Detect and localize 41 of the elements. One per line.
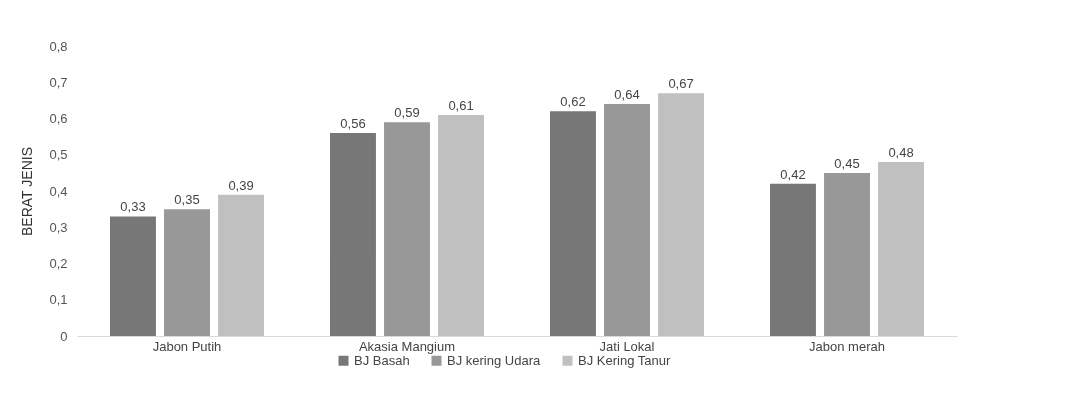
- y-tick-label: 0,3: [49, 219, 68, 235]
- data-label: 0,33: [120, 199, 146, 215]
- y-tick-label: 0,1: [49, 292, 68, 308]
- bar: [550, 111, 596, 336]
- x-tick-label: Jabon Putih: [152, 338, 222, 354]
- data-label: 0,56: [340, 116, 366, 131]
- data-label: 0,61: [448, 97, 474, 113]
- x-tick-label: Jati Lokal: [599, 338, 655, 354]
- y-axis-title: BERAT JENIS: [19, 147, 36, 236]
- data-label: 0,42: [780, 166, 806, 182]
- bar: [604, 104, 650, 336]
- data-label: 0,62: [560, 94, 586, 110]
- legend-label: BJ Basah: [354, 352, 410, 368]
- data-label: 0,67: [668, 76, 694, 92]
- bar: [218, 194, 264, 336]
- bar: [164, 209, 210, 336]
- y-tick-label: 0,8: [49, 38, 68, 54]
- legend-label: BJ kering Udara: [447, 352, 541, 368]
- y-tick-label: 0,4: [49, 183, 68, 199]
- bar: [878, 162, 924, 336]
- data-label: 0,39: [228, 177, 254, 193]
- data-label: 0,35: [174, 192, 200, 208]
- y-tick-label: 0,2: [49, 256, 68, 271]
- x-tick-label: Akasia Mangium: [358, 338, 456, 354]
- y-tick-label: 0: [60, 328, 68, 344]
- bar: [658, 93, 704, 336]
- bar: [384, 122, 430, 336]
- y-tick-label: 0,5: [49, 147, 68, 163]
- legend-label: BJ Kering Tanur: [578, 352, 671, 368]
- bar: [438, 114, 484, 336]
- bar: [824, 172, 870, 336]
- bar: [110, 216, 156, 336]
- bar: [330, 133, 376, 336]
- data-label: 0,64: [614, 87, 640, 102]
- y-tick-label: 0,7: [49, 74, 68, 90]
- data-label: 0,59: [394, 105, 420, 121]
- data-label: 0,45: [834, 155, 860, 171]
- data-label: 0,48: [888, 145, 914, 160]
- x-tick-label: Jabon merah: [809, 338, 885, 354]
- bar: [770, 183, 816, 336]
- y-tick-label: 0,6: [49, 111, 68, 126]
